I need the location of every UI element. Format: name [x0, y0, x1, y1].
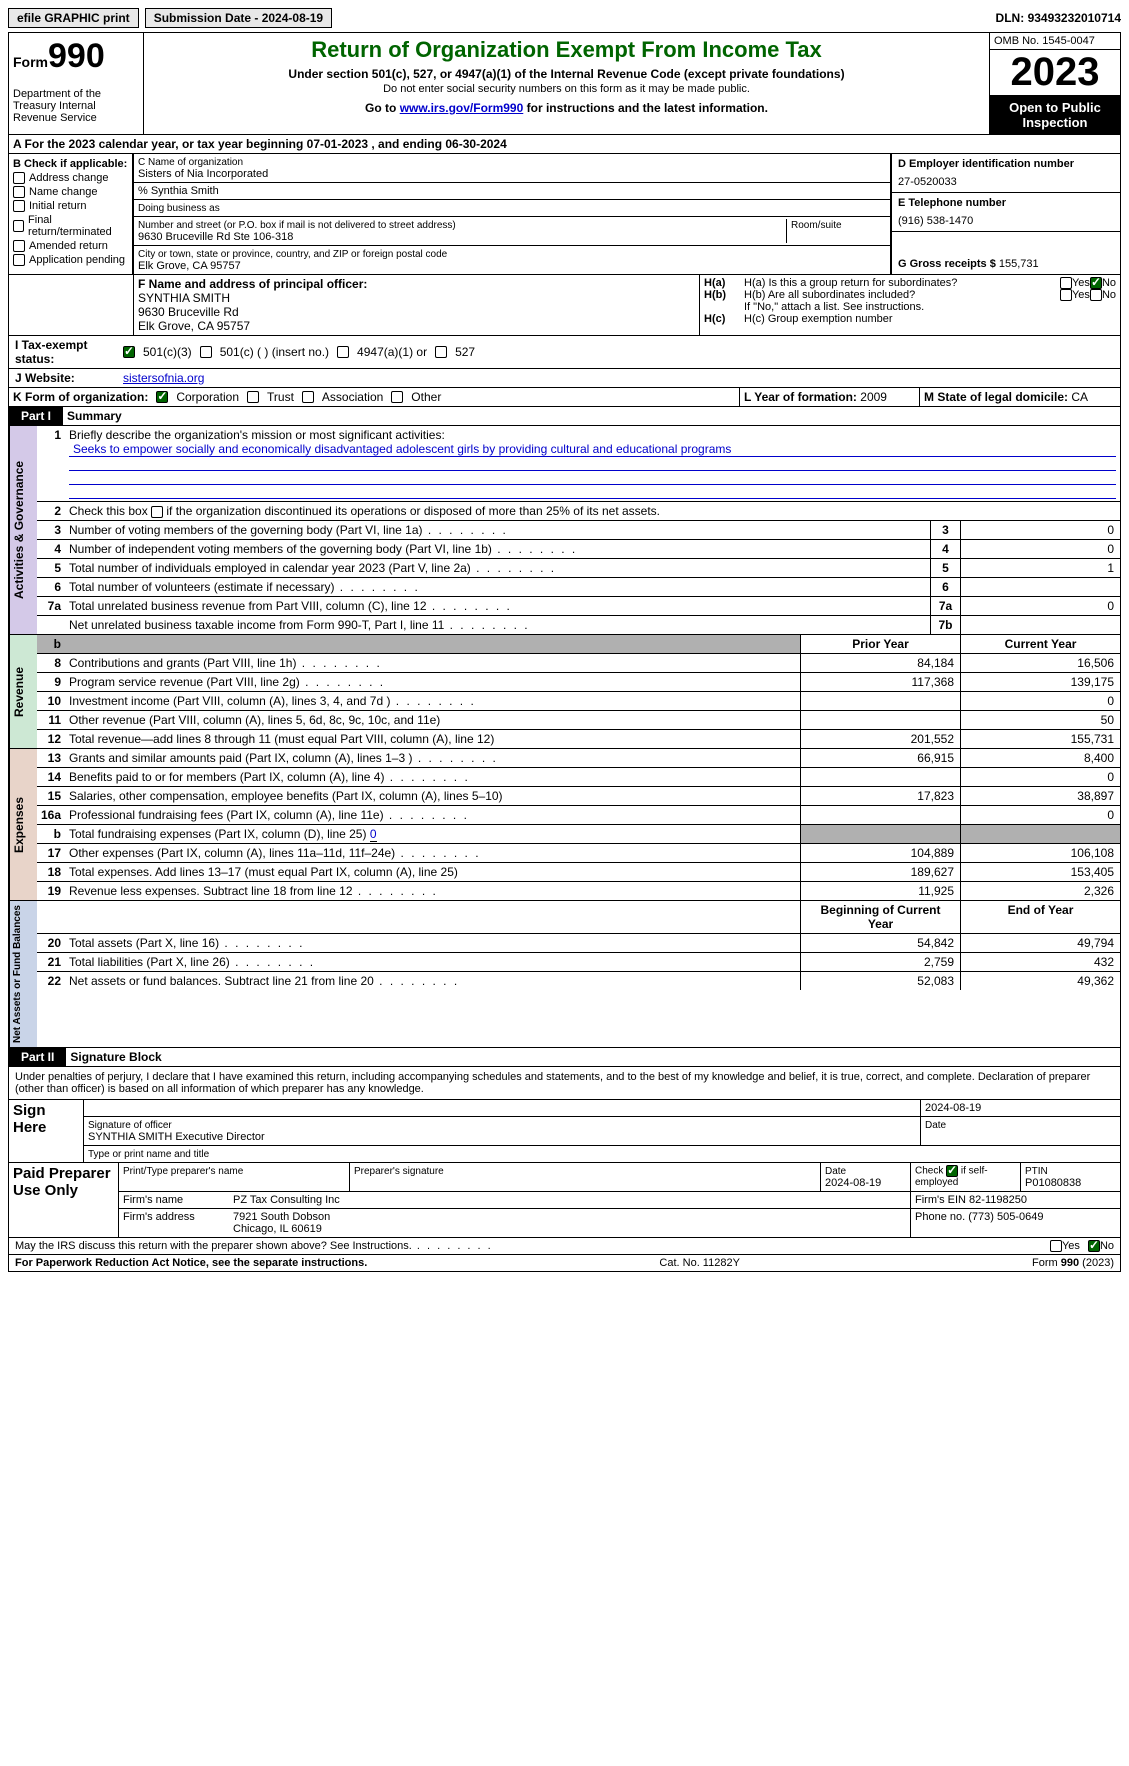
- line3-value: 0: [960, 521, 1120, 539]
- form990-link[interactable]: www.irs.gov/Form990: [400, 101, 524, 115]
- form-number: Form990: [13, 37, 139, 76]
- care-of: % Synthia Smith: [134, 183, 890, 200]
- firm-phone: (773) 505-0649: [968, 1211, 1043, 1223]
- section-d-e-g: D Employer identification number27-05200…: [891, 154, 1121, 275]
- open-public: Open to Public Inspection: [990, 96, 1120, 134]
- chk-final-return[interactable]: Final return/terminated: [28, 214, 128, 238]
- signature-block: Under penalties of perjury, I declare th…: [8, 1067, 1121, 1255]
- section-b-c-d: B Check if applicable: Address change Na…: [8, 154, 1121, 275]
- 501c3-checked: [123, 346, 135, 358]
- corporation-checked: [156, 391, 168, 403]
- department: Department of the Treasury Internal Reve…: [13, 88, 139, 124]
- section-a-tax-year: A For the 2023 calendar year, or tax yea…: [8, 135, 1121, 154]
- summary-net-assets: Net Assets or Fund Balances Beginning of…: [8, 901, 1121, 1048]
- chk-initial-return[interactable]: Initial return: [29, 200, 86, 212]
- part-ii-header: Part IISignature Block: [8, 1048, 1121, 1067]
- top-bar: efile GRAPHIC print Submission Date - 20…: [8, 8, 1121, 28]
- chk-application-pending[interactable]: Application pending: [29, 254, 125, 266]
- self-employed-checked: [946, 1165, 958, 1177]
- org-name: Sisters of Nia Incorporated: [138, 168, 268, 180]
- firm-ein: 82-1198250: [969, 1194, 1027, 1206]
- gross-receipts: 155,731: [999, 258, 1039, 270]
- state-domicile: CA: [1071, 390, 1088, 404]
- dln: DLN: 93493232010714: [996, 11, 1121, 25]
- form-title: Return of Organization Exempt From Incom…: [148, 37, 985, 63]
- chk-address-change[interactable]: Address change: [29, 172, 109, 184]
- summary-revenue: Revenue bPrior YearCurrent Year 8Contrib…: [8, 635, 1121, 749]
- chk-name-change[interactable]: Name change: [29, 186, 98, 198]
- officer-signature: SYNTHIA SMITH Executive Director: [88, 1131, 265, 1143]
- footer: For Paperwork Reduction Act Notice, see …: [8, 1255, 1121, 1272]
- year-formation: 2009: [860, 390, 887, 404]
- section-k-l-m: K Form of organization: Corporation Trus…: [8, 388, 1121, 407]
- header: Form990 Department of the Treasury Inter…: [8, 32, 1121, 135]
- part-i-header: Part ISummary: [8, 407, 1121, 426]
- chk-amended-return[interactable]: Amended return: [29, 240, 108, 252]
- form-subtitle: Under section 501(c), 527, or 4947(a)(1)…: [148, 67, 985, 81]
- ein: 27-0520033: [898, 176, 1114, 188]
- section-b: B Check if applicable: Address change Na…: [8, 154, 133, 275]
- street-address: 9630 Bruceville Rd Ste 106-318: [138, 231, 293, 243]
- section-i-tax-exempt: I Tax-exempt status: 501(c)(3) 501(c) ( …: [8, 336, 1121, 369]
- tax-year: 2023: [990, 49, 1120, 96]
- ha-no-checked: [1090, 277, 1102, 289]
- city-state-zip: Elk Grove, CA 95757: [138, 260, 241, 272]
- goto-text: Go to www.irs.gov/Form990 for instructio…: [148, 101, 985, 115]
- firm-name: PZ Tax Consulting Inc: [229, 1192, 910, 1208]
- ptin: P01080838: [1025, 1177, 1081, 1189]
- telephone: (916) 538-1470: [898, 215, 1114, 227]
- section-c: C Name of organizationSisters of Nia Inc…: [133, 154, 891, 275]
- summary-expenses: Expenses 13Grants and similar amounts pa…: [8, 749, 1121, 901]
- summary-activities-governance: Activities & Governance 1Briefly describ…: [8, 426, 1121, 635]
- discuss-no-checked: [1088, 1240, 1100, 1252]
- perjury-declaration: Under penalties of perjury, I declare th…: [9, 1067, 1120, 1100]
- officer-name: SYNTHIA SMITH: [138, 291, 230, 305]
- omb-number: OMB No. 1545-0047: [990, 33, 1120, 49]
- submission-date-button[interactable]: Submission Date - 2024-08-19: [145, 8, 332, 28]
- form-note: Do not enter social security numbers on …: [148, 83, 985, 95]
- mission-text: Seeks to empower socially and economical…: [69, 442, 1116, 457]
- section-f-h: F Name and address of principal officer:…: [8, 275, 1121, 336]
- section-j-website: J Website: sistersofnia.org: [8, 369, 1121, 388]
- website-link[interactable]: sistersofnia.org: [123, 371, 204, 385]
- efile-print-button[interactable]: efile GRAPHIC print: [8, 8, 139, 28]
